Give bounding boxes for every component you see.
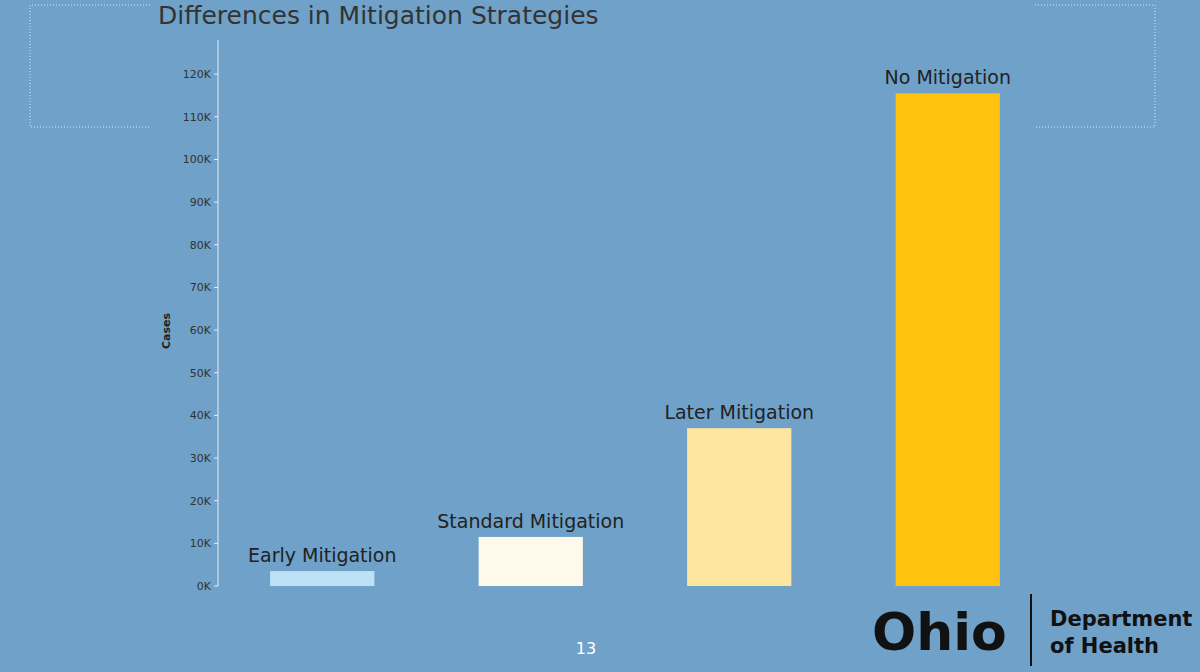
category-label: Later Mitigation (664, 401, 814, 423)
y-tick (214, 586, 218, 587)
y-tick-label: 40K (190, 409, 212, 422)
y-tick-label: 30K (190, 452, 212, 465)
y-tick-label: 0K (197, 580, 212, 593)
y-axis-label: Cases (160, 313, 173, 350)
y-tick (214, 74, 218, 75)
bar (896, 93, 1000, 586)
y-tick-label: 20K (190, 495, 212, 508)
chart: Differences in Mitigation Strategies 0K 10… (0, 0, 1200, 672)
y-tick-label: 90K (190, 196, 212, 209)
y-tick-label: 70K (190, 281, 212, 294)
y-tick (214, 415, 218, 416)
y-tick (214, 500, 218, 501)
bar-labels: Early Mitigation Standard Mitigation Later… (248, 66, 1011, 566)
department: Department (1050, 607, 1192, 631)
bar (479, 537, 583, 586)
y-tick (214, 159, 218, 160)
category-label: Standard Mitigation (437, 510, 624, 532)
page-number: 13 (576, 639, 596, 658)
y-tick-label: 120K (183, 68, 212, 81)
y-axis (218, 40, 219, 586)
y-tick-label: 110K (183, 111, 212, 124)
y-tick (214, 543, 218, 544)
title: Differences in Mitigation Strategies (158, 1, 599, 30)
logo-divider (1030, 594, 1032, 666)
y-tick (214, 287, 218, 288)
bar (687, 428, 791, 586)
y-tick (214, 202, 218, 203)
y-tick (214, 244, 218, 245)
y-tick-label: 80K (190, 239, 212, 252)
frame-left (30, 5, 150, 127)
y-tick (214, 372, 218, 373)
y-tick (214, 458, 218, 459)
y-tick-label: 100K (183, 153, 212, 166)
y-tick-label: 50K (190, 367, 212, 380)
background (0, 0, 1200, 672)
frame-right (1035, 5, 1155, 127)
bars (270, 93, 1000, 586)
y-tick (214, 330, 218, 331)
y-tick-label: 60K (190, 324, 212, 337)
category-label: Early Mitigation (248, 544, 397, 566)
department-line2: of Health (1050, 634, 1159, 658)
y-tick (214, 116, 218, 117)
y-tick-label: 10K (190, 537, 212, 550)
category-label: No Mitigation (885, 66, 1011, 88)
bar (270, 571, 374, 586)
logo: Ohio (872, 602, 1007, 662)
